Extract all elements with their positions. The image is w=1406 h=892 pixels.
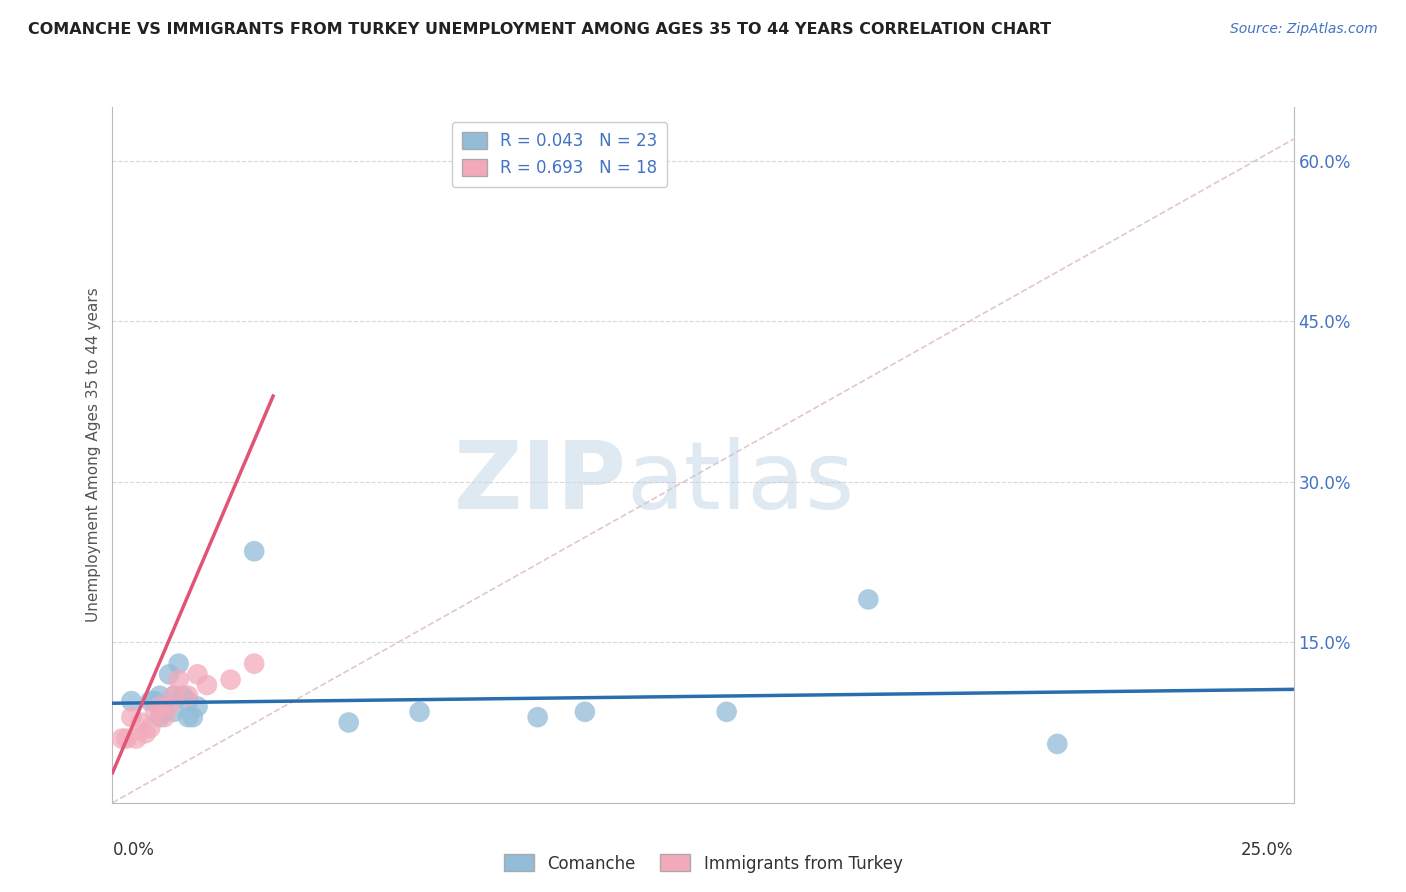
Point — [177, 710, 200, 724]
Text: 0.0%: 0.0% — [112, 841, 155, 859]
Point — [186, 699, 208, 714]
Point — [177, 694, 200, 708]
Point — [157, 667, 180, 681]
Point — [163, 689, 186, 703]
Point — [526, 710, 548, 724]
Point — [139, 721, 162, 735]
Point — [172, 689, 194, 703]
Point — [115, 731, 138, 746]
Point — [163, 689, 186, 703]
Point — [243, 657, 266, 671]
Point — [125, 731, 148, 746]
Legend: Comanche, Immigrants from Turkey: Comanche, Immigrants from Turkey — [496, 847, 910, 880]
Point — [167, 657, 190, 671]
Text: 25.0%: 25.0% — [1241, 841, 1294, 859]
Point — [153, 705, 176, 719]
Point — [167, 673, 190, 687]
Point — [219, 673, 242, 687]
Point — [120, 694, 142, 708]
Point — [195, 678, 218, 692]
Point — [574, 705, 596, 719]
Y-axis label: Unemployment Among Ages 35 to 44 years: Unemployment Among Ages 35 to 44 years — [86, 287, 101, 623]
Point — [181, 710, 204, 724]
Point — [186, 667, 208, 681]
Point — [139, 694, 162, 708]
Text: ZIP: ZIP — [453, 437, 626, 529]
Legend: R = 0.043   N = 23, R = 0.693   N = 18: R = 0.043 N = 23, R = 0.693 N = 18 — [451, 122, 666, 187]
Point — [143, 694, 166, 708]
Point — [337, 715, 360, 730]
Point — [1046, 737, 1069, 751]
Text: COMANCHE VS IMMIGRANTS FROM TURKEY UNEMPLOYMENT AMONG AGES 35 TO 44 YEARS CORREL: COMANCHE VS IMMIGRANTS FROM TURKEY UNEMP… — [28, 22, 1052, 37]
Point — [149, 699, 172, 714]
Point — [163, 705, 186, 719]
Point — [177, 689, 200, 703]
Point — [858, 592, 880, 607]
Point — [120, 710, 142, 724]
Point — [243, 544, 266, 558]
Point — [129, 715, 152, 730]
Point — [408, 705, 430, 719]
Point — [111, 731, 134, 746]
Point — [149, 710, 172, 724]
Point — [153, 710, 176, 724]
Point — [135, 726, 157, 740]
Point — [157, 699, 180, 714]
Point — [149, 689, 172, 703]
Text: Source: ZipAtlas.com: Source: ZipAtlas.com — [1230, 22, 1378, 37]
Point — [143, 705, 166, 719]
Text: atlas: atlas — [626, 437, 855, 529]
Point — [716, 705, 738, 719]
